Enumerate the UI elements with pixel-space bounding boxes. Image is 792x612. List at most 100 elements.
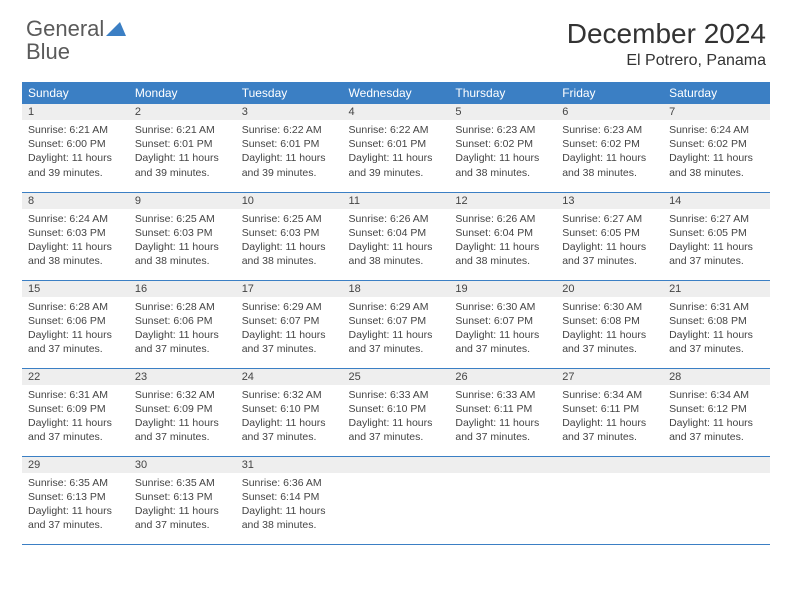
day-body: Sunrise: 6:24 AM Sunset: 6:03 PM Daylight:… bbox=[22, 209, 129, 275]
day-body: Sunrise: 6:36 AMSunset: 6:14 PMDaylight:… bbox=[236, 473, 343, 539]
brand-word-1: General bbox=[26, 16, 104, 41]
sunset-line: Sunset: 6:03 PM bbox=[28, 227, 106, 239]
calendar-day-cell bbox=[663, 456, 770, 544]
sunrise-line: Sunrise: 6:28 AM bbox=[28, 301, 108, 313]
day-body: Sunrise: 6:29 AM Sunset: 6:07 PM Daylight:… bbox=[343, 297, 450, 363]
sunrise-line: Sunrise: 6:31 AM bbox=[669, 301, 749, 313]
day-number: 7 bbox=[663, 104, 770, 120]
day-number-empty bbox=[663, 457, 770, 473]
day-body: Sunrise: 6:28 AMSunset: 6:06 PMDaylight:… bbox=[129, 297, 236, 363]
sunrise-line: Sunrise: 6:35 AM bbox=[28, 477, 108, 489]
day-number-empty bbox=[556, 457, 663, 473]
daylight-line: Daylight: 11 hours and 38 minutes. bbox=[242, 505, 326, 531]
sunset-line: Sunset: 6:07 PM bbox=[349, 315, 427, 327]
sunset-line: Sunset: 6:12 PM bbox=[669, 403, 747, 415]
sunrise-line: Sunrise: 6:32 AM bbox=[135, 389, 215, 401]
sunset-line: Sunset: 6:00 PM bbox=[28, 138, 106, 150]
sunset-line: Sunset: 6:14 PM bbox=[242, 491, 320, 503]
day-body: Sunrise: 6:25 AMSunset: 6:03 PMDaylight:… bbox=[236, 209, 343, 275]
daylight-line: Daylight: 11 hours and 37 minutes. bbox=[349, 329, 433, 355]
day-number: 27 bbox=[556, 369, 663, 385]
calendar-day-cell: 19Sunrise: 6:30 AMSunset: 6:07 PMDayligh… bbox=[449, 280, 556, 368]
calendar-day-cell: 9Sunrise: 6:25 AMSunset: 6:03 PMDaylight… bbox=[129, 192, 236, 280]
sunrise-line: Sunrise: 6:35 AM bbox=[135, 477, 215, 489]
daylight-line: Daylight: 11 hours and 39 minutes. bbox=[135, 152, 219, 178]
daylight-line: Daylight: 11 hours and 37 minutes. bbox=[135, 329, 219, 355]
day-number: 24 bbox=[236, 369, 343, 385]
sunrise-line: Sunrise: 6:23 AM bbox=[562, 124, 642, 136]
calendar-day-cell bbox=[556, 456, 663, 544]
calendar-day-cell: 28Sunrise: 6:34 AMSunset: 6:12 PMDayligh… bbox=[663, 368, 770, 456]
location: El Potrero, Panama bbox=[567, 52, 766, 70]
daylight-line: Daylight: 11 hours and 38 minutes. bbox=[135, 241, 219, 267]
daylight-line: Daylight: 11 hours and 37 minutes. bbox=[28, 505, 112, 531]
day-number: 13 bbox=[556, 193, 663, 209]
sunset-line: Sunset: 6:08 PM bbox=[669, 315, 747, 327]
sunrise-line: Sunrise: 6:29 AM bbox=[242, 301, 322, 313]
sunset-line: Sunset: 6:13 PM bbox=[135, 491, 213, 503]
sunrise-line: Sunrise: 6:22 AM bbox=[349, 124, 429, 136]
sunset-line: Sunset: 6:02 PM bbox=[669, 138, 747, 150]
calendar-day-cell: 21Sunrise: 6:31 AMSunset: 6:08 PMDayligh… bbox=[663, 280, 770, 368]
day-number: 6 bbox=[556, 104, 663, 120]
brand-logo: General Blue bbox=[26, 18, 126, 64]
day-number: 2 bbox=[129, 104, 236, 120]
calendar-day-cell: 5Sunrise: 6:23 AMSunset: 6:02 PMDaylight… bbox=[449, 104, 556, 192]
daylight-line: Daylight: 11 hours and 38 minutes. bbox=[242, 241, 326, 267]
day-number: 25 bbox=[343, 369, 450, 385]
daylight-line: Daylight: 11 hours and 39 minutes. bbox=[349, 152, 433, 178]
day-body: Sunrise: 6:33 AMSunset: 6:10 PMDaylight:… bbox=[343, 385, 450, 451]
sunset-line: Sunset: 6:10 PM bbox=[242, 403, 320, 415]
day-body: Sunrise: 6:26 AMSunset: 6:04 PMDaylight:… bbox=[343, 209, 450, 275]
calendar-day-cell: 3Sunrise: 6:22 AMSunset: 6:01 PMDaylight… bbox=[236, 104, 343, 192]
day-body: Sunrise: 6:21 AMSunset: 6:01 PMDaylight:… bbox=[129, 120, 236, 186]
sunset-line: Sunset: 6:01 PM bbox=[242, 138, 320, 150]
day-number: 22 bbox=[22, 369, 129, 385]
sunset-line: Sunset: 6:01 PM bbox=[349, 138, 427, 150]
sunrise-line: Sunrise: 6:21 AM bbox=[28, 124, 108, 136]
day-number: 19 bbox=[449, 281, 556, 297]
day-body: Sunrise: 6:27 AMSunset: 6:05 PMDaylight:… bbox=[556, 209, 663, 275]
calendar-day-cell: 25Sunrise: 6:33 AMSunset: 6:10 PMDayligh… bbox=[343, 368, 450, 456]
day-number: 28 bbox=[663, 369, 770, 385]
day-body-empty bbox=[449, 473, 556, 533]
col-friday: Friday bbox=[556, 82, 663, 104]
daylight-line: Daylight: 11 hours and 38 minutes. bbox=[28, 241, 112, 267]
daylight-line: Daylight: 11 hours and 37 minutes. bbox=[135, 505, 219, 531]
calendar-day-cell: 8Sunrise: 6:24 AMSunset: 6:03 PMDaylight… bbox=[22, 192, 129, 280]
day-number: 4 bbox=[343, 104, 450, 120]
day-body: Sunrise: 6:30 AMSunset: 6:08 PMDaylight:… bbox=[556, 297, 663, 363]
daylight-line: Daylight: 11 hours and 37 minutes. bbox=[28, 329, 112, 355]
calendar-day-cell: 23 Sunrise: 6:32 AM Sunset: 6:09 PM Dayligh… bbox=[129, 368, 236, 456]
sunrise-line: Sunrise: 6:30 AM bbox=[562, 301, 642, 313]
sunset-line: Sunset: 6:09 PM bbox=[135, 403, 213, 415]
calendar-day-cell: 22Sunrise: 6:31 AMSunset: 6:09 PMDayligh… bbox=[22, 368, 129, 456]
day-body: Sunrise: 6:23 AMSunset: 6:02 PMDaylight:… bbox=[449, 120, 556, 186]
calendar-day-cell: 6 Sunrise: 6:23 AM Sunset: 6:02 PM Daylight… bbox=[556, 104, 663, 192]
sunrise-line: Sunrise: 6:32 AM bbox=[242, 389, 322, 401]
calendar-day-cell: 11Sunrise: 6:26 AMSunset: 6:04 PMDayligh… bbox=[343, 192, 450, 280]
daylight-line: Daylight: 11 hours and 37 minutes. bbox=[135, 417, 219, 443]
day-body: Sunrise: 6:26 AMSunset: 6:04 PMDaylight:… bbox=[449, 209, 556, 275]
daylight-line: Daylight: 11 hours and 38 minutes. bbox=[669, 152, 753, 178]
daylight-line: Daylight: 11 hours and 37 minutes. bbox=[28, 417, 112, 443]
sunrise-line: Sunrise: 6:30 AM bbox=[455, 301, 535, 313]
daylight-line: Daylight: 11 hours and 38 minutes. bbox=[562, 152, 646, 178]
day-number: 12 bbox=[449, 193, 556, 209]
day-number: 17 bbox=[236, 281, 343, 297]
day-body: Sunrise: 6:30 AMSunset: 6:07 PMDaylight:… bbox=[449, 297, 556, 363]
day-body: Sunrise: 6:31 AMSunset: 6:08 PMDaylight:… bbox=[663, 297, 770, 363]
sunset-line: Sunset: 6:06 PM bbox=[135, 315, 213, 327]
sunrise-line: Sunrise: 6:29 AM bbox=[349, 301, 429, 313]
col-tuesday: Tuesday bbox=[236, 82, 343, 104]
sunrise-line: Sunrise: 6:26 AM bbox=[455, 213, 535, 225]
sunset-line: Sunset: 6:02 PM bbox=[562, 138, 640, 150]
day-number: 23 bbox=[129, 369, 236, 385]
sunrise-line: Sunrise: 6:24 AM bbox=[28, 213, 108, 225]
sunset-line: Sunset: 6:01 PM bbox=[135, 138, 213, 150]
day-number: 20 bbox=[556, 281, 663, 297]
sunset-line: Sunset: 6:13 PM bbox=[28, 491, 106, 503]
sunset-line: Sunset: 6:11 PM bbox=[562, 403, 639, 415]
daylight-line: Daylight: 11 hours and 37 minutes. bbox=[455, 417, 539, 443]
sunset-line: Sunset: 6:07 PM bbox=[455, 315, 533, 327]
